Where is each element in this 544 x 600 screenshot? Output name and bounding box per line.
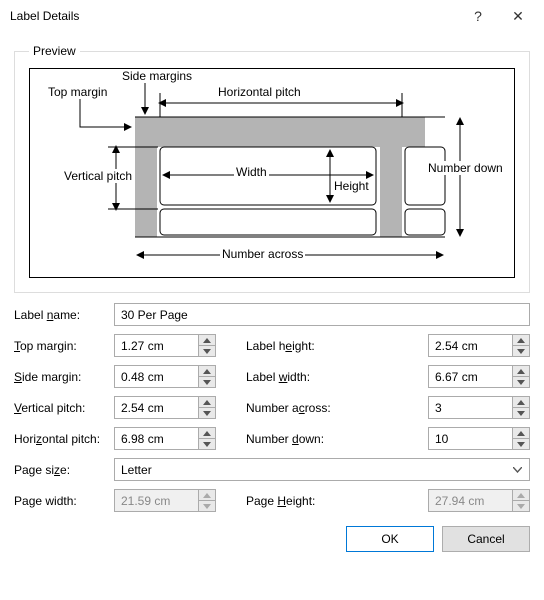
label-width-input[interactable] — [428, 365, 530, 388]
spinner-buttons[interactable] — [198, 335, 215, 356]
spinner-buttons — [198, 490, 215, 511]
spinner-buttons[interactable] — [512, 428, 529, 449]
chevron-down-icon — [510, 467, 525, 473]
horizontal-pitch-input[interactable] — [114, 427, 216, 450]
diagram-label-height: Height — [332, 179, 371, 193]
horizontal-pitch-label: Horizontal pitch: — [14, 432, 106, 446]
number-down-label: Number down: — [224, 432, 420, 446]
dialog-buttons: OK Cancel — [14, 526, 530, 552]
page-width-input — [114, 489, 216, 512]
chevron-up-icon — [513, 397, 529, 407]
chevron-up-icon — [513, 335, 529, 345]
spinner-buttons[interactable] — [198, 397, 215, 418]
chevron-down-icon — [513, 407, 529, 418]
chevron-up-icon — [199, 490, 215, 500]
spinner-buttons[interactable] — [512, 366, 529, 387]
chevron-down-icon — [199, 500, 215, 511]
diagram-label-vertical-pitch: Vertical pitch — [62, 169, 134, 183]
label-name-label: Label name: — [14, 308, 106, 322]
number-across-label: Number across: — [224, 401, 420, 415]
chevron-up-icon — [513, 366, 529, 376]
diagram-label-number-across: Number across — [220, 247, 305, 261]
chevron-down-icon — [199, 345, 215, 356]
number-across-input[interactable] — [428, 396, 530, 419]
chevron-down-icon — [199, 407, 215, 418]
help-icon: ? — [474, 8, 482, 24]
vertical-pitch-input[interactable] — [114, 396, 216, 419]
side-margin-input[interactable] — [114, 365, 216, 388]
help-button[interactable]: ? — [458, 2, 498, 30]
form: Label name: Top margin: Label height: Si… — [14, 303, 530, 512]
page-size-select[interactable]: Letter — [114, 458, 530, 481]
vertical-pitch-label: Vertical pitch: — [14, 401, 106, 415]
spinner-buttons[interactable] — [198, 428, 215, 449]
cancel-button[interactable]: Cancel — [442, 526, 530, 552]
page-width-label: Page width: — [14, 494, 106, 508]
spinner-buttons[interactable] — [512, 397, 529, 418]
window-title: Label Details — [10, 9, 458, 23]
close-button[interactable]: ✕ — [498, 2, 538, 30]
diagram-label-horizontal-pitch: Horizontal pitch — [216, 85, 303, 99]
diagram-label-number-down: Number down — [426, 161, 505, 175]
chevron-down-icon — [513, 345, 529, 356]
chevron-down-icon — [513, 438, 529, 449]
spinner-buttons[interactable] — [512, 335, 529, 356]
chevron-down-icon — [199, 376, 215, 387]
top-margin-input[interactable] — [114, 334, 216, 357]
chevron-down-icon — [513, 500, 529, 511]
diagram-label-width: Width — [234, 165, 269, 179]
close-icon: ✕ — [512, 8, 524, 25]
preview-legend: Preview — [29, 44, 80, 58]
side-margin-label: Side margin: — [14, 370, 106, 384]
chevron-up-icon — [199, 397, 215, 407]
label-height-label: Label height: — [224, 339, 420, 353]
title-bar: Label Details ? ✕ — [0, 0, 544, 32]
ok-button[interactable]: OK — [346, 526, 434, 552]
page-height-label: Page Height: — [224, 494, 420, 508]
label-height-input[interactable] — [428, 334, 530, 357]
diagram-label-side-margins: Side margins — [120, 69, 194, 83]
page-height-input — [428, 489, 530, 512]
page-size-label: Page size: — [14, 463, 106, 477]
chevron-down-icon — [199, 438, 215, 449]
chevron-up-icon — [199, 428, 215, 438]
chevron-up-icon — [199, 335, 215, 345]
preview-group: Preview — [14, 44, 530, 293]
spinner-buttons[interactable] — [198, 366, 215, 387]
label-width-label: Label width: — [224, 370, 420, 384]
number-down-input[interactable] — [428, 427, 530, 450]
label-name-input[interactable] — [114, 303, 530, 326]
top-margin-label: Top margin: — [14, 339, 106, 353]
chevron-up-icon — [513, 490, 529, 500]
preview-diagram: Side margins Top margin Horizontal pitch… — [29, 68, 515, 278]
diagram-label-top-margin: Top margin — [46, 85, 109, 99]
chevron-down-icon — [513, 376, 529, 387]
chevron-up-icon — [513, 428, 529, 438]
chevron-up-icon — [199, 366, 215, 376]
spinner-buttons — [512, 490, 529, 511]
